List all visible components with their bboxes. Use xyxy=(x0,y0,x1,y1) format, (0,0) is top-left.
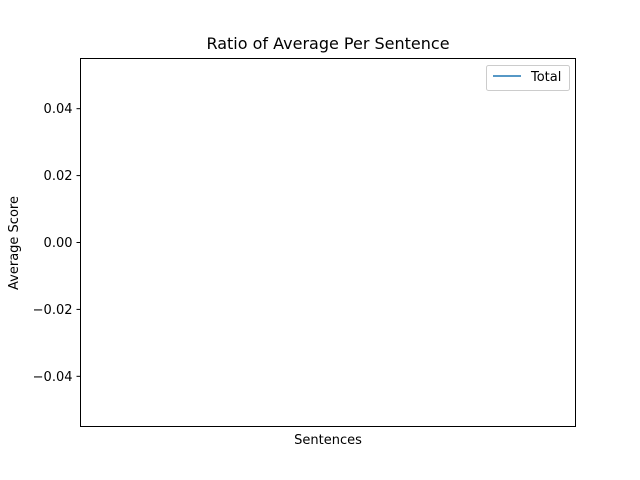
legend: Total xyxy=(486,65,570,91)
y-tick-label: 0.02 xyxy=(44,169,73,184)
y-tick-label: 0.00 xyxy=(44,236,73,251)
x-axis-label: Sentences xyxy=(294,433,362,448)
legend-label-total: Total xyxy=(530,70,561,85)
chart-title: Ratio of Average Per Sentence xyxy=(206,34,449,53)
y-tick-label: −0.04 xyxy=(33,370,73,385)
y-axis-label: Average Score xyxy=(7,196,22,290)
y-tick-label: 0.04 xyxy=(44,102,73,117)
legend-box xyxy=(486,65,570,91)
plot-area xyxy=(80,58,576,427)
y-axis-ticks: 0.04 0.02 0.00 −0.02 −0.04 xyxy=(33,102,81,385)
y-tick-label: −0.02 xyxy=(33,303,73,318)
